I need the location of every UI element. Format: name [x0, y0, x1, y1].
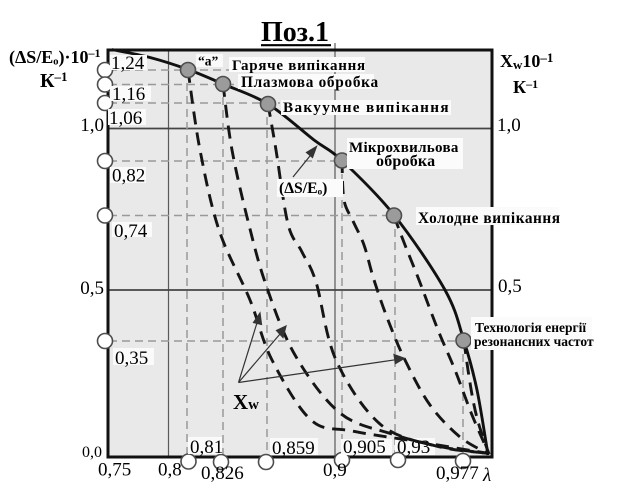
svg-text:1,24: 1,24 [111, 53, 145, 74]
svg-text:Xw10–1: Xw10–1 [500, 50, 553, 72]
svg-text:резонансних частот: резонансних частот [474, 334, 594, 349]
svg-text:0,5: 0,5 [498, 276, 522, 297]
svg-text:0,5: 0,5 [80, 278, 104, 299]
svg-text:0,9: 0,9 [323, 460, 347, 481]
svg-text:Мікрохвильова: Мікрохвильова [349, 140, 459, 156]
svg-text:Холодне випікання: Холодне випікання [418, 210, 561, 227]
svg-text:0,81: 0,81 [190, 437, 223, 458]
svg-text:К–1: К–1 [513, 77, 538, 97]
svg-text:λ: λ [482, 465, 491, 486]
svg-text:(ΔS/Eₒ)·10–1: (ΔS/Eₒ)·10–1 [9, 46, 100, 68]
svg-text:Вакуумне випікання: Вакуумне випікання [283, 99, 450, 116]
svg-text:0,977: 0,977 [436, 463, 479, 484]
svg-text:1,06: 1,06 [109, 108, 142, 129]
svg-text:обробка: обробка [376, 153, 435, 170]
svg-text:0,826: 0,826 [201, 463, 244, 484]
svg-text:(ΔS/Eₒ): (ΔS/Eₒ) [279, 180, 327, 197]
svg-text:0,82: 0,82 [112, 166, 145, 187]
svg-text:0,35: 0,35 [115, 348, 148, 369]
svg-text:“а”: “а” [198, 54, 219, 69]
svg-text:Гаряче випікання: Гаряче випікання [232, 58, 366, 74]
svg-text:0,859: 0,859 [272, 438, 315, 459]
svg-text:0,905: 0,905 [343, 437, 386, 458]
svg-text:1,0: 1,0 [80, 115, 104, 136]
svg-text:1,0: 1,0 [497, 115, 521, 136]
svg-text:1,16: 1,16 [112, 84, 145, 105]
svg-text:0,74: 0,74 [114, 221, 148, 242]
svg-text:Технологія енергії: Технологія енергії [475, 320, 586, 335]
svg-text:0,8: 0,8 [158, 460, 182, 481]
svg-text:Плазмова обробка: Плазмова обробка [241, 74, 379, 91]
svg-text:К–1: К–1 [40, 69, 68, 92]
svg-text:0,75: 0,75 [98, 460, 131, 481]
svg-text:Поз.1: Поз.1 [261, 17, 329, 48]
svg-text:0,0: 0,0 [82, 444, 102, 461]
